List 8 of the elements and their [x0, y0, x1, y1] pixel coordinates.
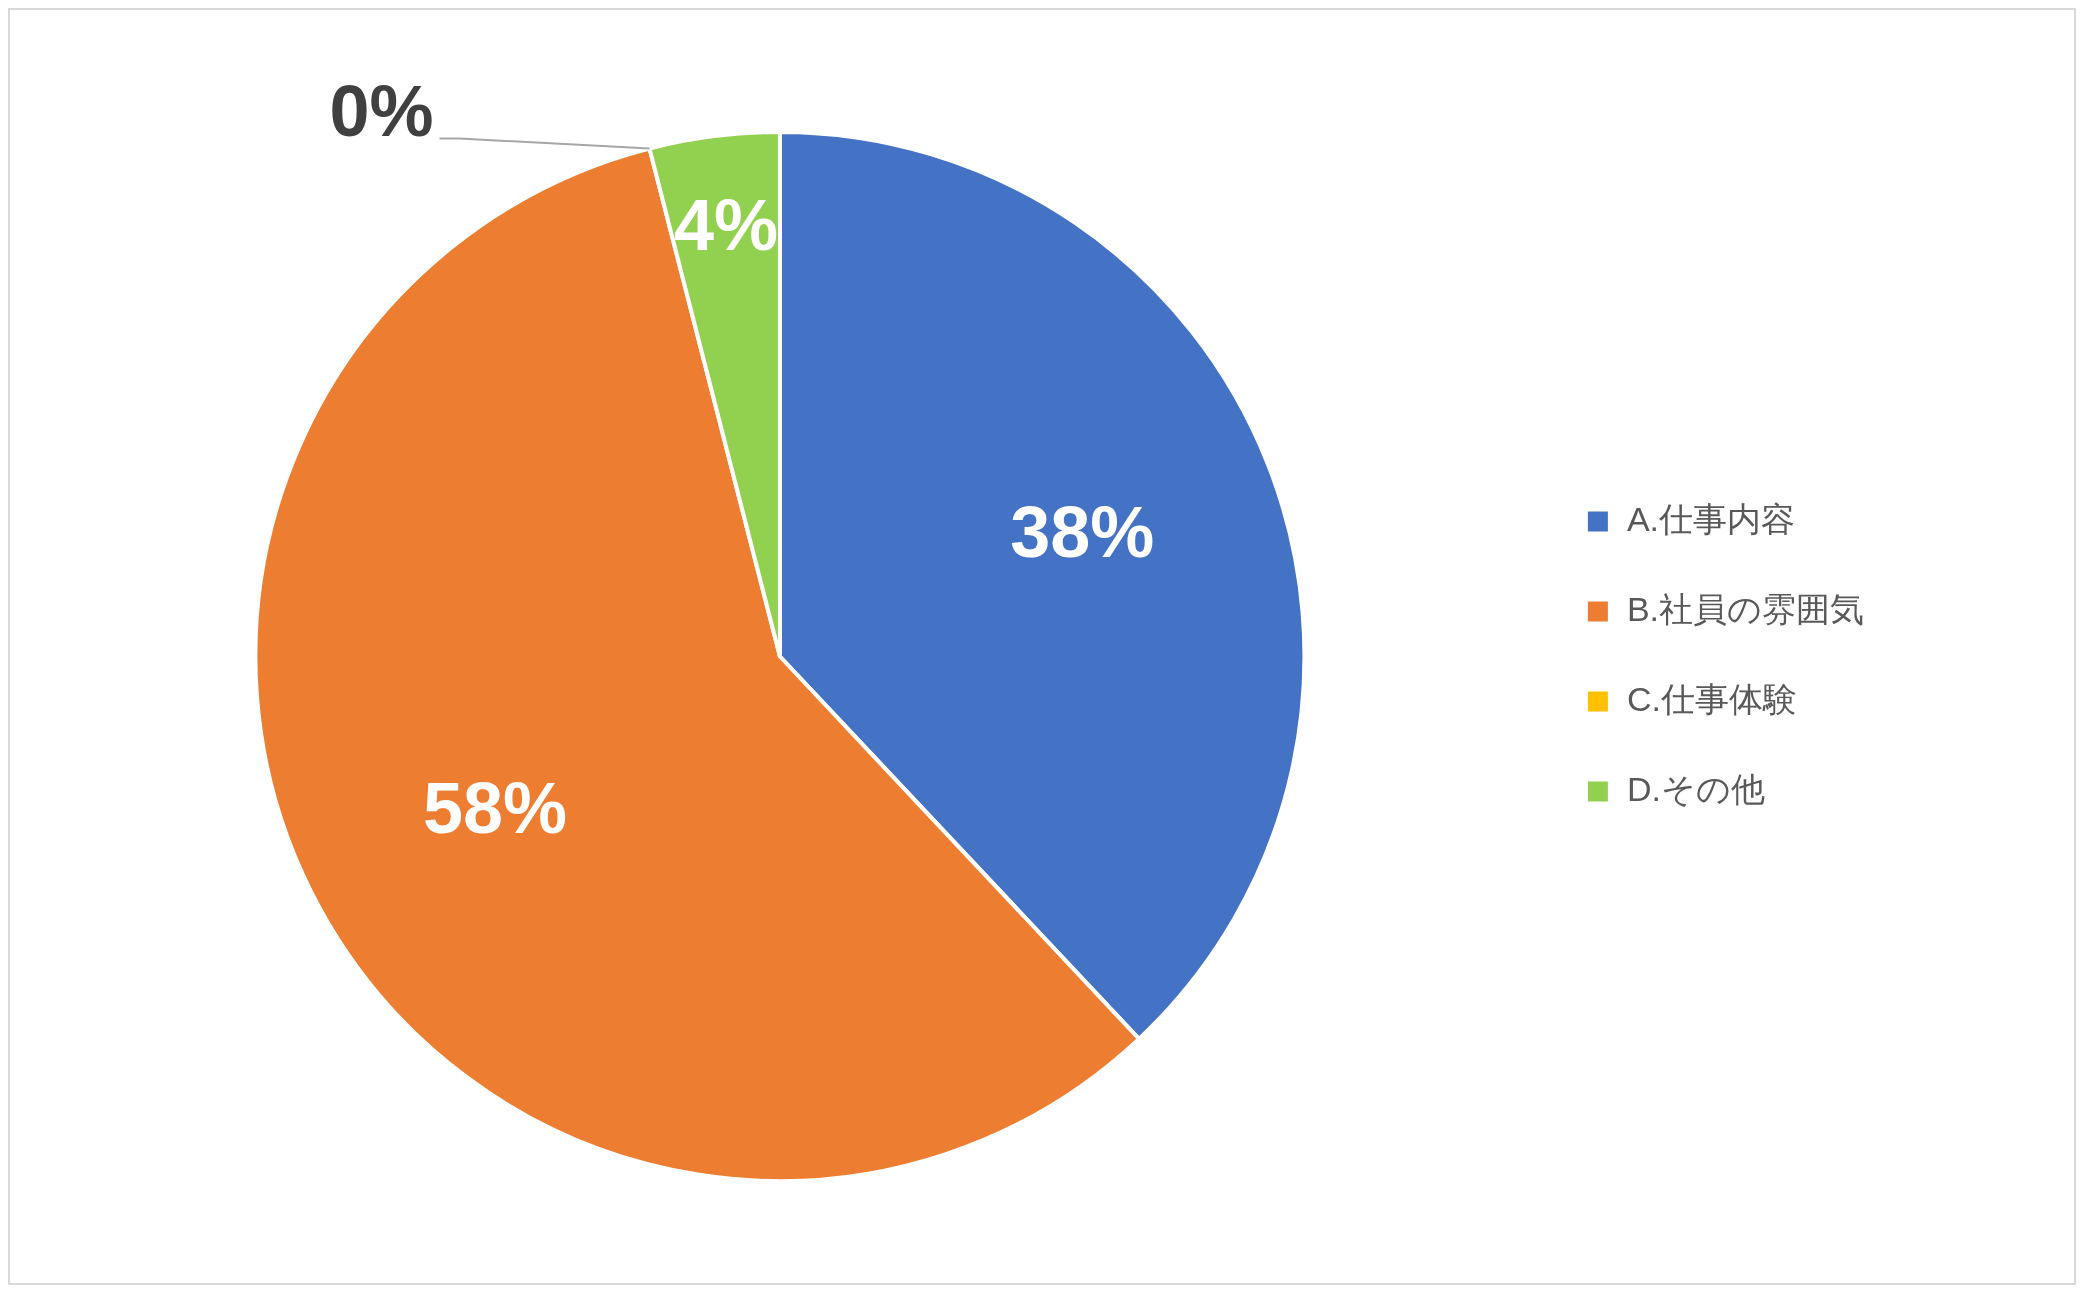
legend-label: B.社員の雰囲気: [1626, 589, 1864, 628]
data-label: 58%: [422, 768, 568, 849]
legend-label: D.その他: [1626, 769, 1765, 808]
legend-label: C.仕事体験: [1626, 679, 1797, 718]
data-label: 38%: [1010, 491, 1155, 572]
data-label: 4%: [674, 184, 779, 265]
legend-label: A.仕事内容: [1626, 499, 1795, 538]
text: 0%: [329, 71, 434, 152]
